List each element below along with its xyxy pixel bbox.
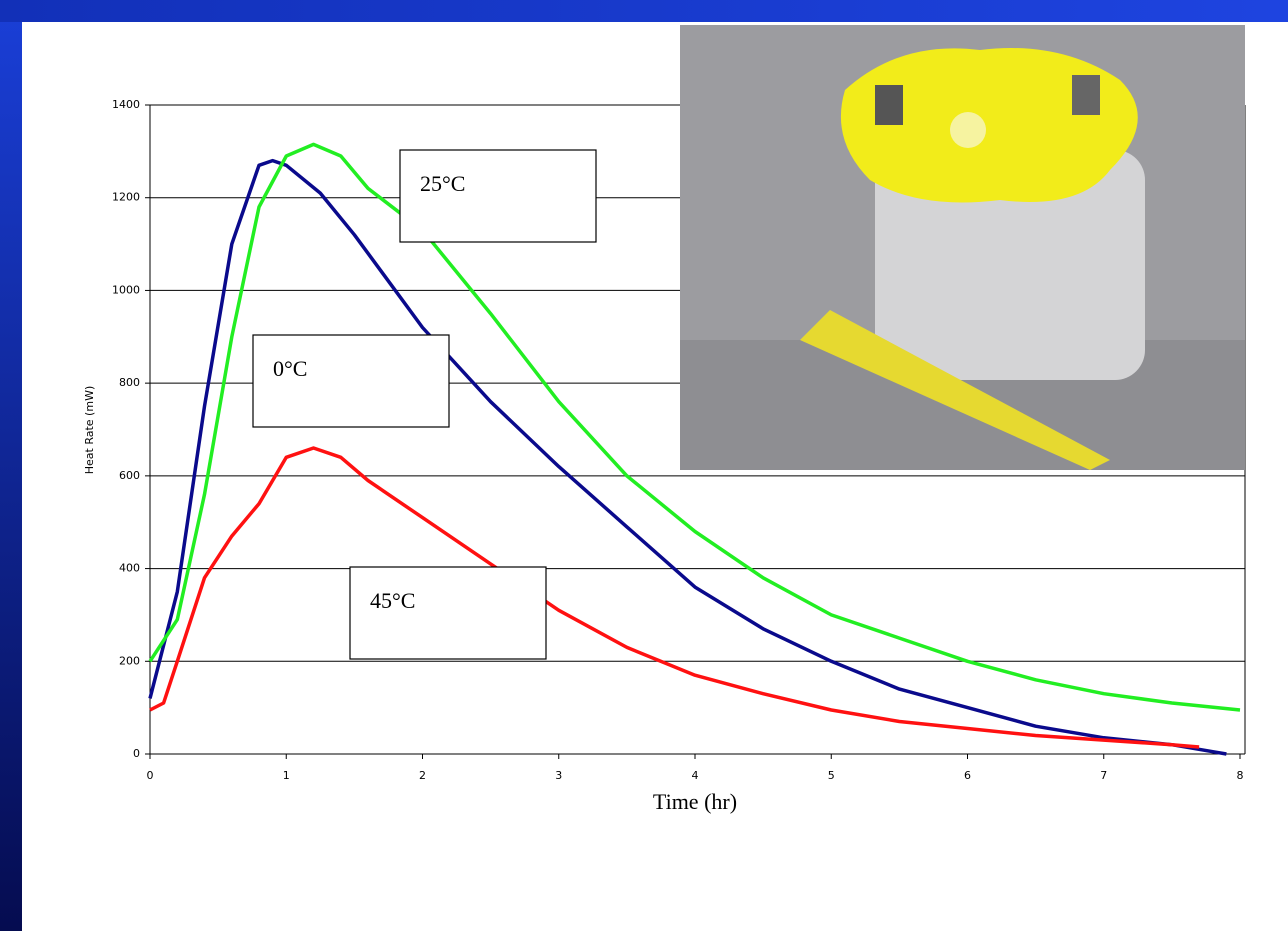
- y-tick-label: 800: [119, 376, 140, 389]
- annotation-box: [399, 149, 597, 243]
- photo: [680, 25, 1245, 470]
- vent-cap: [950, 112, 986, 148]
- battery-cap: [840, 48, 1138, 203]
- series-line: [149, 446, 1200, 749]
- x-tick-label: 7: [1100, 769, 1107, 782]
- x-tick-label: 5: [828, 769, 835, 782]
- y-tick-label: 1200: [112, 191, 140, 204]
- y-tick-label: 400: [119, 562, 140, 575]
- x-tick-label: 3: [555, 769, 562, 782]
- x-tick-label: 6: [964, 769, 971, 782]
- x-tick-label: 8: [1237, 769, 1244, 782]
- x-tick-label: 4: [692, 769, 699, 782]
- series-line: [148, 142, 1241, 712]
- y-tick-label: 1400: [112, 98, 140, 111]
- terminal: [1072, 75, 1100, 115]
- top-band: [0, 0, 1288, 22]
- y-axis-label: Heat Rate (mW): [83, 386, 96, 474]
- plot: 0 200 400 600 800 1000 1200 1400 0 1 2 3 4 5 6 7 8: [112, 98, 1246, 782]
- x-tick-label: 1: [283, 769, 290, 782]
- annotation: 0°C: [273, 356, 307, 381]
- x-axis-label: Time (hr): [653, 789, 737, 814]
- annotation-box: [252, 334, 450, 428]
- series-line: [148, 158, 1227, 756]
- annotations: 25°C 0°C 45°C: [252, 149, 597, 660]
- y-tick-label: 600: [119, 469, 140, 482]
- y-tick-label: 0: [133, 747, 140, 760]
- annotation-box: [349, 566, 547, 660]
- y-tick-label: 200: [119, 654, 140, 667]
- battery-body: [875, 150, 1145, 380]
- annotation: 25°C: [420, 171, 465, 196]
- tape-measure: [800, 310, 1110, 470]
- terminal: [875, 85, 903, 125]
- annotation: 45°C: [370, 588, 415, 613]
- x-tick-label: 2: [419, 769, 426, 782]
- x-tick-label: 0: [147, 769, 154, 782]
- y-tick-label: 1000: [112, 283, 140, 296]
